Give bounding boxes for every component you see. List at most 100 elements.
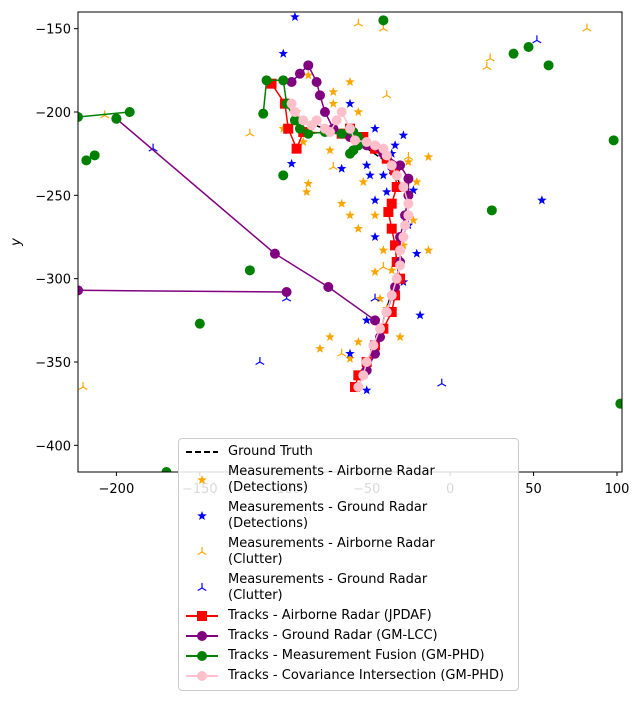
- star-marker: [370, 232, 380, 241]
- y-axis-label: y: [9, 238, 24, 247]
- tri-marker: [78, 382, 88, 391]
- star-marker: [301, 187, 312, 196]
- legend-label: Measurements - Airborne Radar (Clutter): [228, 536, 435, 567]
- circle-marker: [197, 651, 207, 661]
- circle-marker: [314, 90, 325, 101]
- legend-symbol: [186, 651, 218, 661]
- legend-label: Tracks - Covariance Intersection (GM-PHD…: [228, 668, 505, 683]
- tri-marker: [197, 583, 207, 592]
- circle-marker: [386, 290, 397, 301]
- star-marker: [325, 332, 335, 341]
- y-tick-label: −200: [35, 106, 71, 121]
- circle-marker: [89, 150, 100, 161]
- circle-marker: [331, 115, 342, 126]
- circle-marker: [278, 75, 289, 86]
- circle-marker: [303, 60, 314, 71]
- star-marker: [361, 160, 372, 170]
- circle-marker: [391, 170, 402, 181]
- circle-marker: [286, 77, 297, 87]
- legend: Ground Truth Measurements - Airborne Rada…: [178, 438, 519, 691]
- star-marker: [382, 187, 392, 196]
- circle-marker: [161, 467, 172, 472]
- circle-marker: [278, 170, 289, 181]
- tri-marker: [485, 53, 495, 62]
- star-marker: [387, 265, 397, 275]
- square-marker: [386, 223, 397, 234]
- square-marker: [358, 132, 369, 142]
- circle-marker: [258, 108, 269, 119]
- star-marker: [345, 210, 355, 220]
- tri-marker: [255, 357, 265, 366]
- legend-entry: Measurements - Ground Radar (Clutter): [179, 570, 518, 606]
- star-marker: [412, 177, 422, 186]
- circle-marker: [375, 323, 386, 334]
- circle-marker: [336, 128, 347, 139]
- star-marker: [361, 315, 372, 325]
- star-marker: [353, 223, 364, 233]
- square-marker: [266, 78, 277, 89]
- star-marker: [370, 210, 380, 220]
- legend-entry: Tracks - Ground Radar (GM-LCC): [179, 626, 518, 646]
- circle-marker: [615, 398, 622, 409]
- star-marker: [378, 170, 389, 180]
- circle-marker: [78, 112, 83, 122]
- circle-marker: [111, 113, 122, 124]
- circle-marker: [286, 98, 297, 109]
- star-marker: [537, 195, 547, 205]
- tri-marker: [437, 378, 447, 387]
- circle-marker: [319, 107, 330, 117]
- square-marker: [386, 198, 397, 209]
- star-marker: [365, 170, 375, 180]
- circle-marker: [289, 115, 300, 126]
- legend-label: Tracks - Airborne Radar (JPDAF): [228, 608, 432, 623]
- circle-marker: [78, 285, 83, 296]
- legend-symbol: [186, 611, 218, 621]
- star-marker: [375, 293, 385, 303]
- star-marker: [328, 98, 339, 108]
- star-marker: [398, 130, 409, 140]
- circle-marker: [244, 265, 255, 276]
- square-marker: [197, 611, 207, 621]
- star-marker: [353, 107, 364, 116]
- circle-marker: [400, 220, 411, 231]
- star-marker: [197, 475, 207, 484]
- circle-marker: [403, 198, 414, 209]
- circle-marker: [486, 205, 497, 216]
- square-marker: [391, 182, 402, 192]
- circle-marker: [350, 135, 361, 146]
- legend-symbol: [197, 583, 207, 592]
- star-marker: [408, 215, 419, 225]
- circle-marker: [370, 140, 381, 151]
- circle-marker: [358, 370, 369, 381]
- star-marker: [415, 310, 425, 320]
- circle-marker: [386, 160, 397, 171]
- legend-label: Measurements - Ground Radar (Detections): [228, 500, 428, 531]
- legend-entry: Measurements - Airborne Radar (Clutter): [179, 534, 518, 570]
- legend-symbol: [197, 547, 207, 556]
- star-marker: [408, 185, 419, 195]
- circle-marker: [294, 123, 305, 134]
- star-marker: [378, 245, 389, 255]
- star-marker: [423, 245, 434, 255]
- square-marker: [291, 143, 302, 154]
- circle-marker: [281, 287, 292, 297]
- circle-marker: [336, 107, 347, 117]
- circle-marker: [370, 315, 381, 326]
- legend-symbol: [197, 511, 207, 520]
- circle-marker: [353, 382, 364, 392]
- circle-marker: [395, 245, 406, 256]
- tri-marker: [353, 18, 363, 27]
- x-tick-label: 50: [525, 482, 542, 497]
- tri-marker: [245, 128, 255, 137]
- x-tick-label: 100: [605, 482, 630, 497]
- star-marker: [361, 385, 372, 395]
- circle-marker: [311, 115, 322, 126]
- circle-marker: [197, 671, 207, 681]
- star-marker: [390, 140, 400, 150]
- circle-marker: [298, 115, 309, 126]
- star-marker: [303, 178, 313, 188]
- legend-entry: Measurements - Airborne Radar (Detection…: [179, 462, 518, 498]
- star-marker: [336, 198, 347, 208]
- circle-marker: [398, 182, 409, 192]
